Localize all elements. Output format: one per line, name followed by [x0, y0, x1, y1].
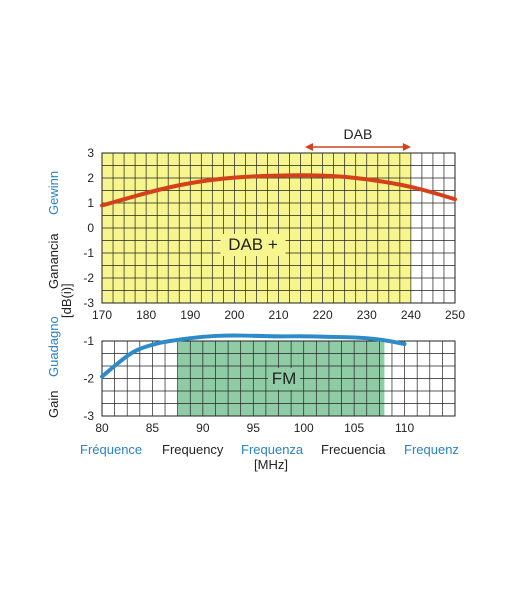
dab-x-tick-label: 180 — [136, 308, 156, 322]
dab-y-tick-label: -1 — [83, 246, 94, 260]
dab-x-tick-label: 170 — [92, 308, 112, 322]
dab-y-tick-label: 2 — [87, 171, 94, 185]
dab-y-tick-label: -2 — [83, 271, 94, 285]
axis-label-gain-it: Guadagno — [46, 316, 61, 377]
fm-x-tick-label: 100 — [294, 421, 314, 435]
axis-label-freq-es: Frecuencia — [321, 442, 386, 457]
axis-label-freq-de: Frequenz — [404, 442, 459, 457]
fm-y-tick-label: -2 — [83, 372, 94, 386]
dab-x-tick-label: 240 — [401, 308, 421, 322]
dab-range-arrow-head-right — [402, 143, 411, 151]
fm-x-tick-label: 85 — [146, 421, 160, 435]
dab-y-tick-label: -3 — [83, 296, 94, 310]
dab-x-tick-label: 230 — [357, 308, 377, 322]
dab-range-arrow-head-left — [304, 143, 313, 151]
fm-band-label: FM — [272, 369, 297, 388]
fm-gain-chart: 80 85 90 95 100 105 110 -1 -2 -3 FM — [83, 333, 456, 435]
axis-label-gain-unit: [dB(i)] — [59, 283, 74, 318]
fm-gain-curve — [100, 333, 407, 379]
axis-label-freq-fr: Fréquence — [80, 442, 142, 457]
dab-gain-curve — [100, 173, 457, 208]
dab-y-tick-label: 3 — [87, 146, 94, 160]
fm-x-tick-label: 95 — [247, 421, 261, 435]
dab-gain-chart: 170 180 190 200 210 220 230 240 2503210-1-2-3DAB… — [83, 126, 465, 322]
axis-label-freq-en: Frequency — [162, 442, 224, 457]
dab-y-tick-label: 1 — [87, 196, 94, 210]
dab-x-tick-label: 190 — [180, 308, 200, 322]
dab-x-tick-label: 220 — [313, 308, 333, 322]
fm-x-tick-label: 105 — [344, 421, 364, 435]
axis-label-gain-en: Gain — [46, 391, 61, 418]
fm-x-tick-label: 110 — [395, 421, 414, 435]
dab-x-tick-label: 200 — [224, 308, 244, 322]
axis-label-gain-es: Ganancia — [46, 233, 61, 289]
dab-band-label: DAB + — [228, 235, 278, 254]
fm-y-tick-label: -3 — [83, 409, 94, 423]
fm-x-tick-label: 90 — [196, 421, 210, 435]
axis-label-freq-it: Frequenza — [241, 442, 304, 457]
dab-plot-frame — [101, 152, 456, 304]
fm-y-tick-label: -1 — [83, 334, 94, 348]
axis-label-freq-unit: [MHz] — [254, 457, 288, 472]
dab-x-tick-label: 250 — [445, 308, 465, 322]
dab-range-label: DAB — [344, 126, 373, 142]
fm-band-label-bg — [268, 368, 300, 390]
dab-x-tick-label: 210 — [268, 308, 288, 322]
axis-label-gain-de: Gewinn — [46, 171, 61, 215]
fm-x-tick-label: 80 — [95, 421, 109, 435]
dab-y-tick-label: 0 — [87, 221, 94, 235]
dab-band-label-bg — [220, 234, 286, 256]
